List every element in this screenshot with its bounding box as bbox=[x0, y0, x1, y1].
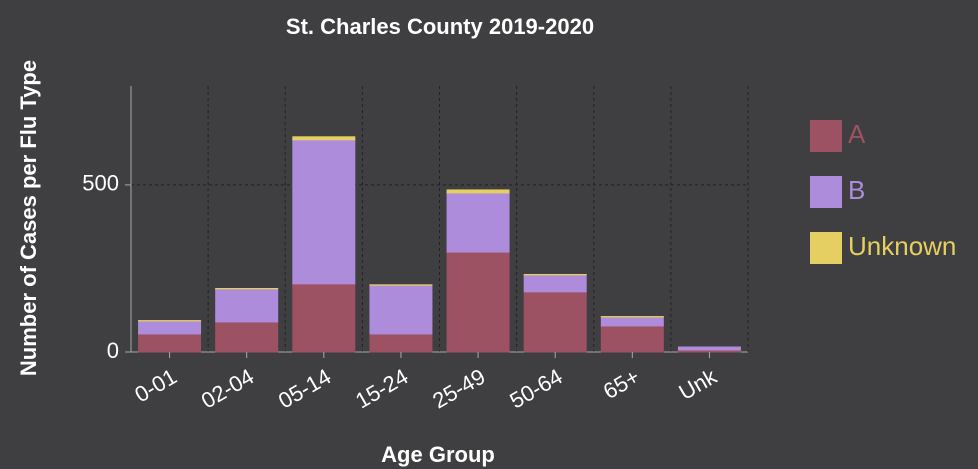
bar-segment bbox=[292, 283, 356, 353]
legend-swatch bbox=[810, 120, 842, 152]
legend-label: B bbox=[848, 175, 865, 205]
bar-segment bbox=[215, 321, 279, 353]
bar-segment bbox=[369, 284, 433, 335]
bar-segment bbox=[292, 136, 356, 141]
x-axis-label: Age Group bbox=[381, 442, 495, 467]
y-axis-label: Number of Cases per Flu Type bbox=[16, 60, 41, 376]
bar-segment bbox=[138, 333, 202, 353]
y-tick-label: 0 bbox=[107, 338, 119, 363]
bar-segment bbox=[446, 189, 510, 194]
bar-segment bbox=[215, 288, 279, 323]
bar-segment bbox=[523, 291, 587, 353]
bar-segment bbox=[677, 346, 741, 351]
bar-segment bbox=[292, 139, 356, 285]
bar-segment bbox=[600, 325, 664, 353]
legend-swatch bbox=[810, 176, 842, 208]
chart-title: St. Charles County 2019-2020 bbox=[286, 14, 594, 39]
y-tick-label: 500 bbox=[82, 171, 119, 196]
bar-segment bbox=[138, 320, 202, 335]
legend-label: Unknown bbox=[848, 231, 956, 261]
legend-label: A bbox=[848, 119, 866, 149]
bar-segment bbox=[446, 251, 510, 353]
bar-segment bbox=[600, 316, 664, 327]
legend-swatch bbox=[810, 232, 842, 264]
bar-segment bbox=[369, 333, 433, 353]
bar-segment bbox=[523, 274, 587, 293]
bar-segment bbox=[446, 192, 510, 253]
